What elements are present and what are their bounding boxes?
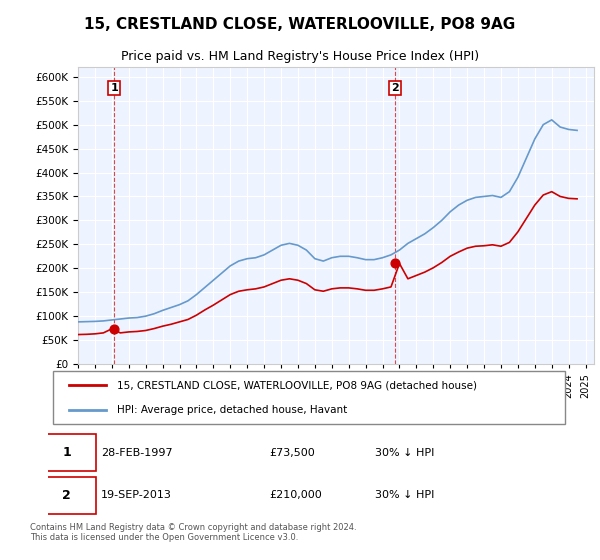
Text: £210,000: £210,000 [270,491,323,501]
FancyBboxPatch shape [53,371,565,424]
FancyBboxPatch shape [37,477,95,514]
Text: 1: 1 [62,446,71,459]
Point [390,259,400,268]
Text: 19-SEP-2013: 19-SEP-2013 [101,491,172,501]
Text: 30% ↓ HPI: 30% ↓ HPI [376,447,435,458]
Text: 30% ↓ HPI: 30% ↓ HPI [376,491,435,501]
FancyBboxPatch shape [37,434,95,471]
Text: 2: 2 [391,83,398,93]
Text: £73,500: £73,500 [270,447,316,458]
Text: Contains HM Land Registry data © Crown copyright and database right 2024.
This d: Contains HM Land Registry data © Crown c… [30,523,356,542]
Point [110,324,119,333]
Text: Price paid vs. HM Land Registry's House Price Index (HPI): Price paid vs. HM Land Registry's House … [121,50,479,63]
Text: 1: 1 [110,83,118,93]
Text: HPI: Average price, detached house, Havant: HPI: Average price, detached house, Hava… [116,405,347,415]
Text: 15, CRESTLAND CLOSE, WATERLOOVILLE, PO8 9AG: 15, CRESTLAND CLOSE, WATERLOOVILLE, PO8 … [85,17,515,32]
Text: 28-FEB-1997: 28-FEB-1997 [101,447,172,458]
Text: 2: 2 [62,489,71,502]
Text: 15, CRESTLAND CLOSE, WATERLOOVILLE, PO8 9AG (detached house): 15, CRESTLAND CLOSE, WATERLOOVILLE, PO8 … [116,380,476,390]
